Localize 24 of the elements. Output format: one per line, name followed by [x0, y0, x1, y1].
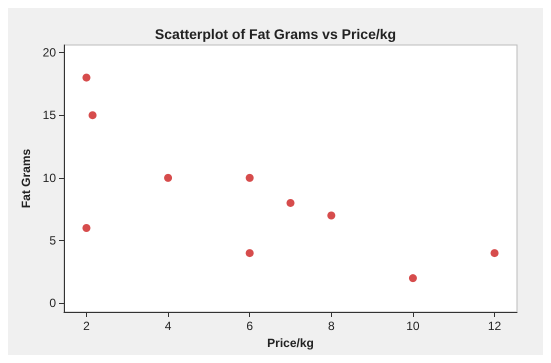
- point: [327, 211, 336, 220]
- y-tick-label: 0: [49, 296, 56, 310]
- y-tick-label: 10: [42, 170, 56, 185]
- x-tick-label: 12: [488, 319, 502, 333]
- y-tick-label: 5: [49, 234, 56, 248]
- x-tick-label: 2: [83, 319, 90, 333]
- x-tick-label: 4: [164, 319, 172, 333]
- point: [164, 174, 172, 182]
- point: [246, 249, 254, 258]
- point: [408, 274, 417, 282]
- y-tick-label: 15: [42, 108, 56, 122]
- point: [490, 249, 499, 258]
- point: [88, 111, 97, 120]
- point: [82, 74, 90, 82]
- y-axis-title: Fat Grams: [18, 148, 33, 208]
- x-tick-label: 6: [246, 319, 254, 333]
- y-tick-label: 20: [42, 46, 56, 60]
- chart-title: Scatterplot of Fat Grams vs Price/kg: [154, 26, 396, 42]
- x-tick-label: 10: [406, 319, 420, 333]
- x-tick-label: 8: [328, 319, 335, 333]
- point: [82, 224, 90, 232]
- point: [286, 198, 294, 207]
- point: [246, 174, 254, 182]
- x-axis-title: Price/kg: [267, 336, 314, 350]
